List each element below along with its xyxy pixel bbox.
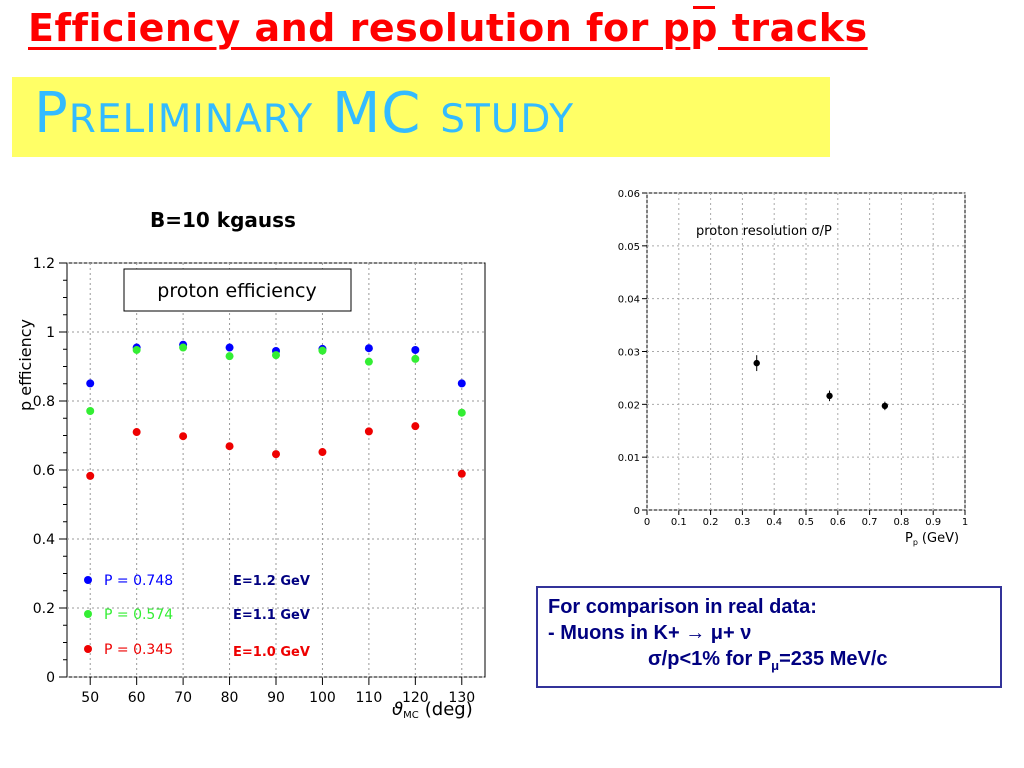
energy-label: E=1.1 GeV bbox=[233, 608, 310, 623]
data-point-3 bbox=[132, 428, 141, 437]
x-axis-unit: (GeV) bbox=[922, 531, 959, 546]
y-tick-label: 1 bbox=[46, 325, 55, 341]
data-point-2 bbox=[86, 407, 95, 416]
y-axis-label: p efficiency bbox=[16, 319, 35, 411]
data-point bbox=[753, 359, 760, 367]
x-axis-label: ϑMC (deg) bbox=[392, 699, 473, 721]
x-tick-label: 90 bbox=[267, 690, 285, 706]
title-tail: tracks bbox=[717, 6, 868, 50]
y-tick-label: 0.05 bbox=[618, 242, 640, 253]
data-point-1 bbox=[457, 379, 466, 388]
comparison-line-2: - Muons in K+ → μ+ ν bbox=[548, 622, 752, 644]
x-tick-label: 0.4 bbox=[766, 517, 782, 528]
data-point-3 bbox=[179, 432, 188, 441]
x-tick-label: 0.8 bbox=[893, 517, 909, 528]
x-axis-unit: (deg) bbox=[425, 699, 473, 720]
x-tick-label: 50 bbox=[81, 690, 99, 706]
x-axis-symbol: ϑ bbox=[392, 699, 403, 720]
magnetic-field-label: B=10 kgauss bbox=[150, 208, 296, 232]
preliminary-banner: Preliminary MC study bbox=[12, 77, 830, 157]
comparison-line-3a: σ/p<1% for P bbox=[648, 648, 772, 670]
comparison-line-1: For comparison in real data: bbox=[548, 596, 817, 618]
preliminary-text: Preliminary MC study bbox=[34, 81, 575, 146]
data-point bbox=[826, 392, 833, 400]
legend-label: P = 0.748 bbox=[104, 573, 173, 589]
x-tick-label: 0.6 bbox=[830, 517, 846, 528]
x-axis-subscript: MC bbox=[403, 710, 419, 721]
y-tick-label: 0.01 bbox=[618, 453, 640, 464]
x-tick-label: 110 bbox=[356, 690, 383, 706]
y-tick-label: 0.04 bbox=[618, 295, 640, 306]
data-point-3 bbox=[411, 422, 420, 431]
x-tick-label: 120 bbox=[402, 690, 429, 706]
legend-label: P = 0.345 bbox=[104, 642, 173, 658]
data-point-2 bbox=[457, 408, 466, 417]
energy-label: E=1.2 GeV bbox=[233, 574, 310, 589]
data-point-2 bbox=[411, 354, 420, 363]
y-tick-label: 0.2 bbox=[33, 601, 55, 617]
data-point-2 bbox=[272, 351, 280, 360]
x-axis-subscript: p bbox=[913, 538, 918, 547]
x-tick-label: 1 bbox=[962, 517, 968, 528]
data-point-2 bbox=[179, 343, 188, 352]
data-point-1 bbox=[225, 343, 234, 352]
y-tick-label: 0 bbox=[46, 670, 55, 686]
x-tick-label: 130 bbox=[448, 690, 475, 706]
x-tick-label: 0.5 bbox=[798, 517, 814, 528]
y-tick-label: 0.03 bbox=[618, 348, 640, 359]
efficiency-chart: 50 60 70 80 90 100 110 120 130 0 0.2 0.4 0.6 0.8 1 1.2 p… bbox=[16, 256, 486, 721]
x-tick-label: 0 bbox=[644, 517, 650, 528]
comparison-line-3-sub: μ bbox=[771, 658, 780, 673]
title-antiproton-p: p bbox=[690, 6, 718, 50]
x-tick-label: 0.3 bbox=[734, 517, 750, 528]
x-axis-symbol: P bbox=[905, 531, 913, 546]
data-point-2 bbox=[318, 346, 327, 355]
x-tick-label: 100 bbox=[309, 690, 336, 706]
data-point-2 bbox=[364, 357, 373, 366]
data-point-3 bbox=[225, 442, 234, 451]
y-tick-label: 1.2 bbox=[33, 256, 55, 272]
data-point-1 bbox=[86, 379, 95, 388]
x-tick-label: 0.9 bbox=[925, 517, 941, 528]
x-tick-label: 70 bbox=[174, 690, 192, 706]
resolution-annotation: proton resolution σ/P bbox=[696, 224, 832, 239]
comparison-box: For comparison in real data: - Muons in … bbox=[536, 586, 1002, 688]
legend-marker bbox=[84, 645, 92, 653]
slide-title: Efficiency and resolution for pp tracks bbox=[28, 6, 868, 50]
legend-marker bbox=[84, 576, 92, 584]
data-point bbox=[881, 402, 889, 410]
comparison-line-3: σ/p<1% for Pμ=235 MeV/c bbox=[548, 646, 990, 679]
y-tick-label: 0.02 bbox=[618, 400, 640, 411]
x-tick-label: 80 bbox=[221, 690, 239, 706]
resolution-chart: 0 0.1 0.2 0.3 0.4 0.5 0.6 0.7 0.8 0.9 1 0 0.01 0.02 0.… bbox=[618, 189, 968, 547]
proton-efficiency-box bbox=[123, 268, 352, 312]
proton-efficiency-label: proton efficiency bbox=[157, 280, 316, 302]
data-point-2 bbox=[225, 352, 234, 361]
comparison-line-3b: =235 MeV/c bbox=[779, 648, 888, 670]
data-point-3 bbox=[272, 450, 280, 459]
x-axis-label: Pp (GeV) bbox=[905, 531, 959, 547]
data-point-3 bbox=[318, 448, 327, 457]
data-point-1 bbox=[411, 345, 420, 354]
y-tick-label: 0.06 bbox=[618, 189, 640, 200]
data-point-3 bbox=[457, 469, 466, 478]
x-tick-label: 60 bbox=[128, 690, 146, 706]
y-tick-label: 0 bbox=[634, 506, 640, 517]
y-tick-label: 0.4 bbox=[33, 532, 55, 548]
x-tick-label: 0.2 bbox=[703, 517, 719, 528]
y-tick-label: 0.8 bbox=[33, 394, 55, 410]
data-point-1 bbox=[364, 344, 373, 353]
legend-marker bbox=[84, 610, 92, 618]
data-point-3 bbox=[364, 427, 373, 436]
data-point-2 bbox=[132, 345, 141, 354]
energy-label: E=1.0 GeV bbox=[233, 645, 310, 660]
legend-label: P = 0.574 bbox=[104, 607, 173, 623]
data-point-3 bbox=[86, 471, 95, 480]
x-tick-label: 0.7 bbox=[862, 517, 878, 528]
x-tick-label: 0.1 bbox=[671, 517, 687, 528]
y-tick-label: 0.6 bbox=[33, 463, 55, 479]
title-main: Efficiency and resolution for p bbox=[28, 6, 691, 50]
